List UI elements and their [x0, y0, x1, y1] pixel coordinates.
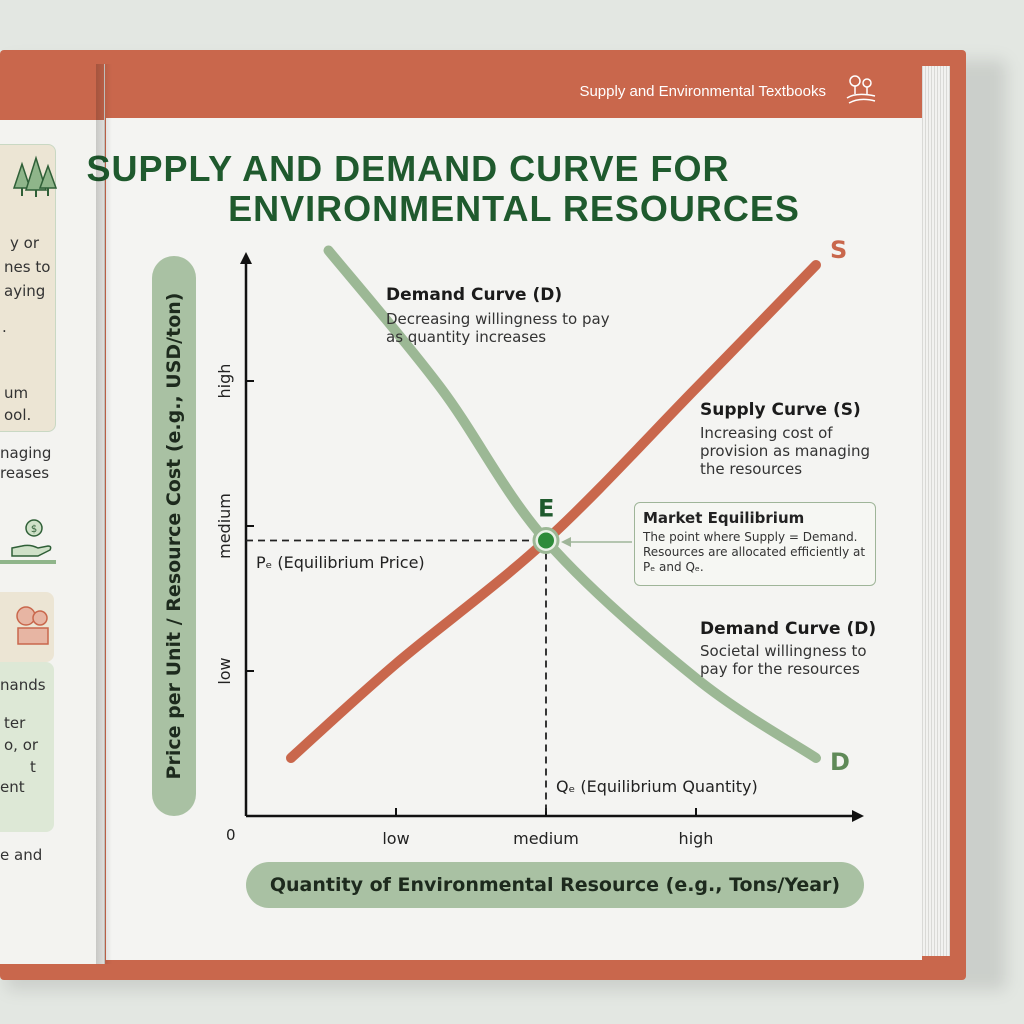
- x-tick-label: high: [679, 829, 714, 848]
- left-fragment: ent: [0, 778, 25, 796]
- left-fragment: reases: [0, 464, 50, 482]
- left-info-card: [0, 144, 56, 432]
- left-fragment: ter: [4, 714, 26, 732]
- left-fragment: t: [30, 758, 36, 776]
- left-divider: [0, 560, 56, 564]
- y-tick-label: low: [215, 657, 234, 684]
- left-fragment: o, or: [4, 736, 39, 754]
- supply-text: Increasing cost of provision as managing…: [700, 424, 871, 478]
- equilibrium-callout: Market Equilibrium The point where Suppl…: [634, 502, 876, 586]
- left-fragment: aying: [4, 282, 46, 300]
- demand-top-text: Decreasing willingness to pay as quantit…: [386, 310, 610, 346]
- hand-money-icon: $: [11, 519, 52, 557]
- x-tick-label: medium: [513, 829, 579, 848]
- origin-label: 0: [226, 826, 236, 844]
- y-axis-label-pill: [152, 256, 196, 816]
- left-fragment: nands: [0, 676, 46, 694]
- demand-curve-label: D: [830, 748, 850, 776]
- y-tick-label: medium: [215, 493, 234, 559]
- demand-top-title: Demand Curve (D): [386, 285, 562, 305]
- left-page-header-band: [0, 64, 104, 120]
- demand-bottom-text: Societal willingness to pay for the reso…: [700, 642, 867, 678]
- left-fragment: ool.: [4, 406, 32, 424]
- y-tick-label: high: [215, 364, 234, 399]
- landscape-icon: [846, 75, 876, 104]
- equilibrium-point: [538, 532, 554, 549]
- svg-text:$: $: [31, 524, 37, 535]
- pe-label: Pₑ (Equilibrium Price): [256, 553, 425, 572]
- chart-title-line-2: ENVIRONMENTAL RESOURCES: [228, 188, 800, 229]
- supply-title: Supply Curve (S): [700, 400, 861, 420]
- left-fragment: naging: [0, 444, 52, 462]
- x-axis-label: Quantity of Environmental Resource (e.g.…: [246, 862, 864, 908]
- chart-title-line-1: SUPPLY AND DEMAND CURVE FOR: [86, 148, 730, 189]
- factory-trees-icon: [16, 606, 49, 645]
- demand-bottom-title: Demand Curve (D): [700, 619, 876, 639]
- left-fragment: nes to: [4, 258, 51, 276]
- equilibrium-title: Market Equilibrium: [643, 509, 805, 527]
- left-green-card: [0, 662, 54, 832]
- left-fragment: um: [4, 384, 29, 402]
- left-fragment: .: [2, 318, 7, 336]
- page-edges: [920, 66, 950, 956]
- left-icon-card: [0, 592, 54, 662]
- header-title: Supply and Environmental Textbooks: [579, 83, 826, 100]
- book-gutter: [96, 64, 112, 964]
- left-fragment: e and: [0, 846, 43, 864]
- trees-icon: [12, 155, 58, 197]
- header-band: Supply and Environmental Textbooks: [106, 62, 922, 118]
- x-tick-label: low: [382, 829, 409, 848]
- qe-label: Qₑ (Equilibrium Quantity): [556, 777, 758, 796]
- left-fragment: y or: [10, 234, 39, 252]
- left-page: y or nes to aying . um ool. naging rease…: [0, 64, 105, 964]
- equilibrium-text: The point where Supply = Demand. Resourc…: [643, 530, 866, 574]
- equilibrium-label: E: [538, 495, 554, 523]
- supply-curve-label: S: [830, 236, 847, 264]
